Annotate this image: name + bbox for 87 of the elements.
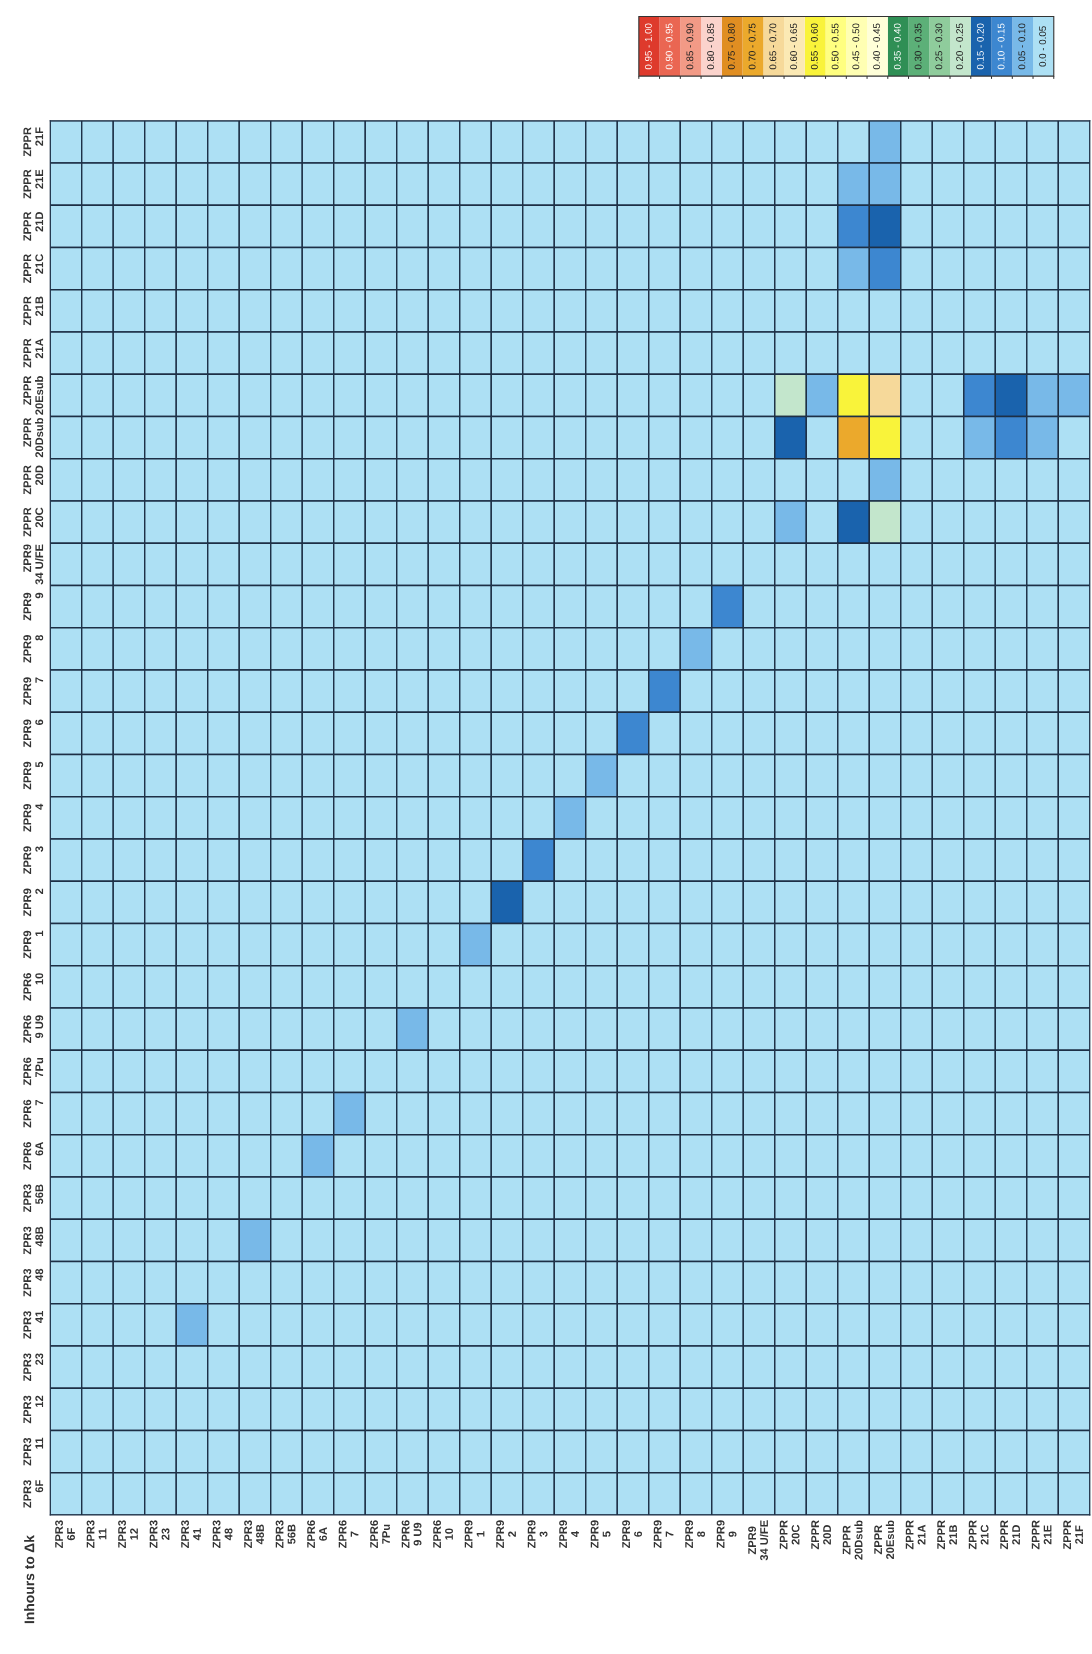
color-bar-label: 0.35 - 0.40 bbox=[893, 23, 901, 70]
x-tick-label: ZPR6 6A bbox=[307, 1520, 327, 1548]
x-tick-label: ZPR9 5 bbox=[590, 1520, 611, 1548]
y-tick-label: ZPR3 48 bbox=[23, 1268, 44, 1297]
y-tick-label: ZPR9 6 bbox=[23, 719, 44, 748]
color-bar-label: 0.25 - 0.30 bbox=[935, 23, 943, 70]
color-bar-label: 0.15 - 0.20 bbox=[976, 23, 984, 70]
y-tick-label: ZPPR 21F bbox=[23, 127, 44, 157]
y-tick-label: ZPR9 4 bbox=[23, 803, 44, 832]
x-tick-label: ZPR3 48 bbox=[212, 1520, 233, 1548]
y-tick-label: ZPR9 8 bbox=[23, 635, 44, 663]
x-tick-label: ZPR9 9 bbox=[716, 1520, 737, 1548]
x-tick-label: ZPPR 21E bbox=[1031, 1520, 1052, 1550]
color-bar-label: 0.75 - 0.80 bbox=[727, 23, 735, 70]
y-tick-label: ZPPR 21A bbox=[23, 338, 44, 368]
x-tick-label: ZPR9 1 bbox=[464, 1520, 485, 1548]
color-bar-label: 0.05 - 0.10 bbox=[1018, 23, 1026, 70]
y-tick-label: ZPR9 9 bbox=[23, 592, 44, 621]
color-bar-label: 0.70 - 0.75 bbox=[748, 23, 756, 70]
x-tick-label: ZPPR 20C bbox=[779, 1520, 800, 1550]
x-tick-label: ZPPR 20Dsub bbox=[842, 1520, 863, 1560]
color-bar-label: 0.20 - 0.25 bbox=[956, 23, 964, 70]
y-tick-label: ZPR6 10 bbox=[23, 973, 44, 1001]
x-tick-label: ZPPR 21F bbox=[1063, 1520, 1083, 1550]
y-tick-label: ZPR3 48B bbox=[23, 1226, 44, 1255]
x-tick-label: ZPR9 8 bbox=[685, 1520, 705, 1548]
y-tick-label: ZPR9 2 bbox=[23, 888, 44, 917]
x-tick-label: ZPR3 11 bbox=[86, 1520, 107, 1548]
x-tick-label: ZPPR 21A bbox=[905, 1520, 926, 1550]
y-tick-label: ZPR9 5 bbox=[23, 761, 44, 790]
color-bar-label: 0.60 - 0.65 bbox=[790, 23, 798, 70]
x-tick-label: ZPR9 6 bbox=[622, 1520, 642, 1548]
color-bar-label: 0.90 - 0.95 bbox=[665, 23, 673, 70]
y-tick-label: ZPPR 21C bbox=[23, 254, 44, 284]
x-tick-label: ZPPR 21C bbox=[968, 1520, 989, 1550]
color-bar-label: 0.65 - 0.70 bbox=[769, 23, 777, 70]
color-bar-label: 0.55 - 0.60 bbox=[810, 23, 818, 70]
y-tick-label: ZPR3 6F bbox=[23, 1480, 44, 1508]
y-tick-label: ZPPR 21E bbox=[23, 169, 44, 199]
y-tick-label: ZPR3 41 bbox=[23, 1311, 44, 1339]
x-tick-label: ZPR6 10 bbox=[433, 1520, 453, 1548]
x-tick-label: ZPR6 7 bbox=[338, 1520, 359, 1548]
color-bar-label: 0.50 - 0.55 bbox=[831, 23, 839, 70]
x-tick-label: ZPR3 12 bbox=[118, 1520, 138, 1548]
x-tick-label: ZPR3 23 bbox=[149, 1520, 170, 1548]
y-tick-label: ZPPR 20C bbox=[23, 507, 44, 537]
y-tick-label: ZPPR 20D bbox=[23, 465, 44, 495]
y-tick-label: ZPPR 21D bbox=[23, 211, 44, 241]
color-bar-label: 0.85 - 0.90 bbox=[686, 23, 694, 70]
y-tick-label: ZPR9 7 bbox=[23, 677, 44, 706]
y-tick-label: ZPPR 20Dsub bbox=[23, 417, 44, 458]
x-tick-label: ZPR6 7Pu bbox=[370, 1520, 390, 1548]
y-tick-label: ZPR3 23 bbox=[23, 1353, 44, 1382]
color-bar-label: 0.10 - 0.15 bbox=[997, 23, 1005, 70]
color-bar-label: 0.40 - 0.45 bbox=[873, 23, 881, 70]
color-bar-label: 0.30 - 0.35 bbox=[914, 23, 922, 70]
y-tick-label: ZPPR 20Esub bbox=[23, 375, 44, 415]
color-bar-label: 0.0 - 0.05 bbox=[1039, 26, 1047, 67]
x-tick-label: ZPR9 7 bbox=[653, 1520, 674, 1548]
y-tick-label: ZPR9 34 U/FE bbox=[23, 544, 44, 585]
x-tick-label: ZPR3 56B bbox=[275, 1520, 296, 1548]
x-tick-label: ZPPR 20Esub bbox=[874, 1520, 895, 1560]
y-tick-label: ZPR6 6A bbox=[23, 1142, 44, 1170]
x-tick-label: ZPR3 41 bbox=[181, 1520, 201, 1548]
text: Inhours to Δk bbox=[24, 1535, 35, 1624]
x-tick-label: ZPPR 21D bbox=[1000, 1520, 1020, 1550]
y-tick-label: ZPR3 12 bbox=[23, 1395, 44, 1424]
y-tick-label: ZPR3 56B bbox=[23, 1184, 44, 1213]
y-tick-label: ZPR6 7Pu bbox=[23, 1057, 44, 1086]
y-tick-label: ZPPR 21B bbox=[23, 296, 44, 326]
x-tick-label: ZPR9 34 U/FE bbox=[748, 1520, 769, 1561]
x-tick-label: ZPR6 9 U9 bbox=[401, 1520, 422, 1548]
color-bar-label: 0.80 - 0.85 bbox=[707, 23, 715, 70]
y-tick-label: ZPR9 3 bbox=[23, 846, 44, 875]
y-tick-label: ZPR9 1 bbox=[23, 930, 44, 959]
x-tick-label: ZPR9 4 bbox=[559, 1520, 579, 1548]
y-tick-label: ZPR6 9 U9 bbox=[23, 1015, 44, 1044]
y-tick-label: ZPR3 11 bbox=[23, 1437, 44, 1466]
x-tick-label: ZPR9 3 bbox=[527, 1520, 548, 1548]
color-bar-label: 0.45 - 0.50 bbox=[852, 23, 860, 70]
x-tick-label: ZPPR 20D bbox=[811, 1520, 832, 1550]
x-tick-label: ZPR3 6F bbox=[55, 1520, 75, 1548]
color-bar-label: 0.95 - 1.00 bbox=[644, 23, 652, 70]
x-tick-label: ZPR3 48B bbox=[244, 1520, 264, 1548]
y-tick-label: ZPR6 7 bbox=[23, 1099, 44, 1128]
x-tick-label: ZPR9 2 bbox=[496, 1520, 516, 1548]
x-tick-label: ZPPR 21B bbox=[937, 1520, 957, 1550]
